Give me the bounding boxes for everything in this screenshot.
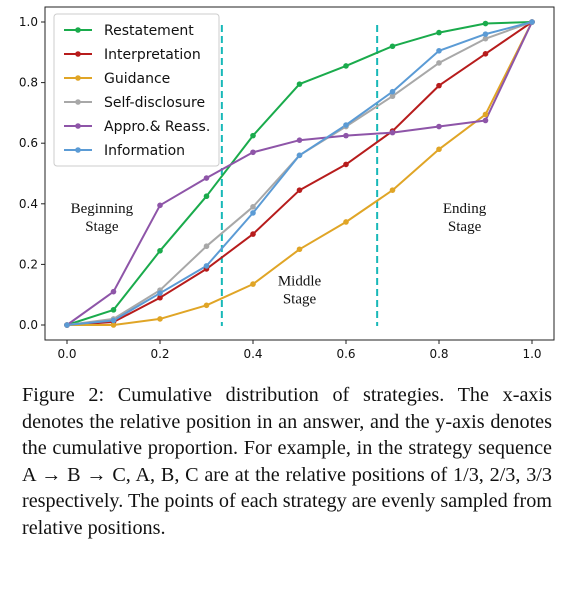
data-point-restatement: [250, 132, 256, 139]
legend-label: Interpretation: [104, 47, 201, 63]
legend-swatch-marker: [75, 27, 81, 33]
stage-annotation-text: Stage: [448, 219, 482, 235]
data-point-guidance: [250, 281, 256, 287]
stage-annotation-text: Ending: [443, 201, 487, 217]
data-point-restatement: [482, 20, 489, 27]
data-point-appro-reass: [343, 132, 349, 139]
legend-label: Guidance: [104, 71, 170, 87]
axis-ticks: 0.0 0.2 0.4 0.6 0.8 1.0 0.0 0.2 0.4 0.6 0.8 1.0: [19, 15, 542, 361]
data-point-restatement: [389, 43, 396, 50]
legend-swatch-marker: [75, 123, 81, 129]
y-tick-label: 0.8: [19, 76, 38, 90]
stage-annotation-text: Middle: [278, 274, 322, 290]
x-tick-label: 0.6: [336, 347, 355, 361]
data-point-information: [436, 47, 442, 54]
data-point-information: [529, 19, 535, 25]
stage-annotation-text: Stage: [85, 219, 119, 235]
figure-caption: Figure 2: Cumulative distribution of str…: [22, 384, 552, 539]
legend-swatch-marker: [75, 147, 81, 153]
data-point-information: [482, 31, 489, 37]
data-point-interpretation: [296, 187, 303, 193]
data-point-restatement: [203, 193, 210, 200]
data-point-information: [343, 122, 349, 128]
legend-label: Appro.& Reass.: [104, 119, 210, 135]
x-tick-label: 1.0: [522, 347, 541, 361]
data-point-information: [203, 263, 210, 269]
data-point-self-disclosure: [482, 35, 489, 42]
data-point-guidance: [343, 219, 349, 225]
data-point-guidance: [157, 316, 163, 322]
data-point-interpretation: [250, 231, 256, 237]
stage-annotation-text: Stage: [283, 292, 317, 308]
data-point-restatement: [110, 307, 117, 313]
data-point-appro-reass: [296, 137, 303, 143]
stage-annotations: Beginning Stage Middle Stage Ending Stage: [71, 201, 487, 308]
data-point-interpretation: [436, 82, 442, 89]
y-tick-label: 0.4: [19, 197, 38, 211]
legend-label: Self-disclosure: [104, 95, 205, 111]
y-tick-label: 0.2: [19, 257, 38, 271]
chart: 0.0 0.2 0.4 0.6 0.8 1.0 0.0 0.2 0.4 0.6 0.8 1.0 Beg…: [19, 6, 555, 361]
data-point-guidance: [296, 246, 303, 253]
data-point-restatement: [296, 81, 303, 87]
data-point-restatement: [343, 63, 349, 69]
stage-annotation-text: Beginning: [71, 201, 134, 217]
data-point-interpretation: [482, 51, 489, 57]
data-point-interpretation: [343, 161, 349, 168]
data-point-information: [389, 88, 396, 95]
data-point-guidance: [482, 111, 489, 118]
data-point-restatement: [436, 29, 442, 36]
data-point-guidance: [110, 322, 117, 328]
legend-label: Information: [104, 143, 185, 159]
chart-svg: 0.0 0.2 0.4 0.6 0.8 1.0 0.0 0.2 0.4 0.6 0.8 1.0 Beg…: [19, 6, 555, 361]
x-tick-label: 0.8: [429, 347, 448, 361]
data-point-guidance: [389, 187, 396, 193]
x-tick-label: 0.4: [243, 347, 262, 361]
data-point-appro-reass: [110, 288, 117, 295]
data-point-appro-reass: [436, 123, 442, 130]
data-point-appro-reass: [250, 149, 256, 156]
data-point-appro-reass: [203, 175, 210, 181]
series-points: [64, 19, 535, 328]
data-point-self-disclosure: [436, 60, 442, 66]
data-point-self-disclosure: [203, 243, 210, 250]
data-point-restatement: [157, 247, 163, 254]
x-tick-label: 0.0: [57, 347, 76, 361]
data-point-guidance: [203, 302, 210, 309]
x-tick-label: 0.2: [150, 347, 169, 361]
data-point-self-disclosure: [389, 93, 396, 100]
legend-box: [53, 13, 220, 167]
legend-swatch-marker: [75, 75, 81, 81]
data-point-information: [157, 290, 163, 296]
data-point-information: [250, 210, 256, 216]
data-point-interpretation: [157, 294, 163, 301]
data-point-self-disclosure: [250, 204, 256, 210]
data-point-information: [110, 317, 117, 324]
data-point-appro-reass: [157, 202, 163, 209]
y-tick-label: 0.6: [19, 136, 38, 150]
data-point-information: [64, 322, 70, 328]
legend-label: Restatement: [104, 23, 194, 39]
legend-swatch-marker: [75, 99, 81, 105]
legend-swatch-marker: [75, 51, 81, 57]
legend: Restatement Interpretation Guidance Self-di…: [53, 13, 220, 167]
data-point-appro-reass: [389, 129, 396, 136]
data-point-appro-reass: [482, 117, 489, 124]
data-point-information: [296, 152, 303, 159]
y-tick-label: 0.0: [19, 318, 38, 332]
y-tick-label: 1.0: [19, 15, 38, 29]
data-point-guidance: [436, 146, 442, 153]
stage-dividers: [220, 25, 379, 326]
